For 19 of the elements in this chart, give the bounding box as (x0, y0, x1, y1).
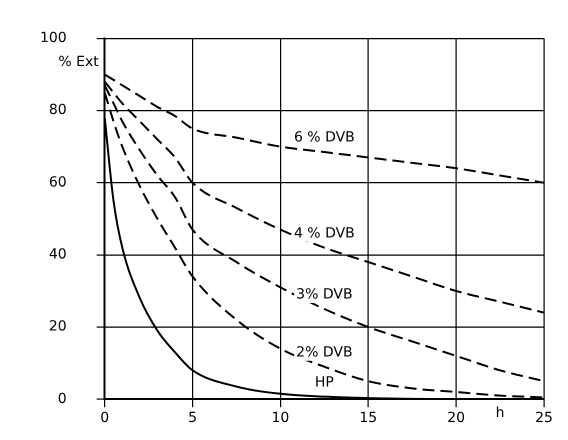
y-tick-label: 60 (48, 174, 67, 190)
x-tick-label: 10 (272, 410, 290, 426)
y-tick-label: 80 (48, 102, 67, 118)
x-tick-label: 20 (447, 410, 466, 426)
series-label: HP (314, 374, 334, 390)
y-tick-label: 40 (48, 246, 67, 263)
series-label: 3% DVB (296, 286, 353, 303)
series-label: 4 % DVB (294, 225, 355, 242)
series-label: 2% DVB (296, 344, 353, 360)
y-tick-label: 0 (58, 390, 67, 407)
y-axis-title: % Ext (58, 54, 100, 70)
series-label: 6 % DVB (294, 130, 355, 146)
x-tick-label: 5 (188, 410, 198, 426)
y-tick-label: 100 (40, 30, 67, 46)
y-tick-label: 20 (48, 318, 67, 335)
x-axis-title: h (496, 404, 505, 421)
x-tick-label: 15 (359, 410, 378, 426)
x-tick-label: 0 (100, 410, 110, 426)
x-tick-label: 25 (535, 410, 553, 426)
